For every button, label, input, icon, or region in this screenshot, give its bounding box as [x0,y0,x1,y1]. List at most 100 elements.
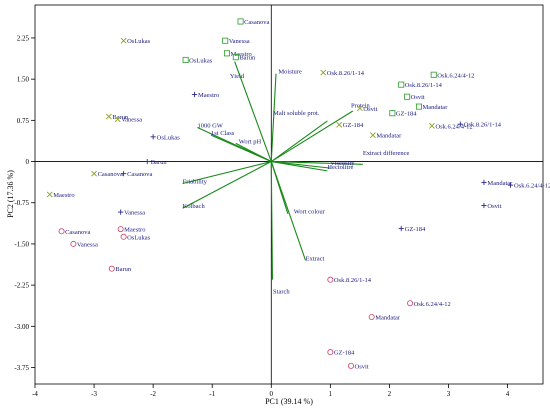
point-x-marker [369,132,376,139]
point-x-marker [105,113,112,120]
point-label: Barun [151,159,168,166]
point-label: Mandatar [487,180,513,187]
loading-label: Protein [351,103,371,110]
y-tick-label: -3.75 [14,364,29,372]
loading-vectors: Moisture Yield Malt soluble prot. Protein 10… [182,61,410,295]
loading-vector [270,73,277,162]
point-plus-marker [121,171,127,177]
point-label: OsLukas [189,57,213,64]
point-label: Vanessa [124,210,145,217]
x-tick-label: -2 [150,390,156,398]
point-x-marker [336,121,343,128]
point-label: Barun [239,55,256,62]
loading-vector [210,134,272,163]
point-square-marker [430,71,437,78]
point-plus-marker [457,121,463,127]
point-x-marker [120,37,127,44]
loading-vector [235,142,272,163]
point-label: Barun [112,114,129,121]
point-label: Osvit [411,94,425,101]
point-circle-marker [327,349,334,356]
score-points: CasanovaVanessaMaestroBarunOsLukasOsk.6.… [46,18,550,370]
point-plus-marker [191,91,198,98]
loading-label: Starch [273,288,290,295]
point-label: Mandatar [375,314,401,321]
point-plus-marker [481,202,487,209]
point-circle-marker [407,300,414,307]
plot-frame [34,4,544,385]
point-label: Maestro [198,92,219,99]
x-tick-label: 4 [506,390,510,398]
y-tick-label: 0.75 [17,117,30,125]
loading-label: 1st Class [211,130,235,137]
x-tick-label: 3 [447,390,451,398]
point-label: Osk.8.26/1-14 [334,277,372,284]
loading-label: Hectolitre [327,164,353,171]
point-label: Vanessa [121,117,142,124]
loading-vector [182,161,272,209]
loading-label: Malt soluble prot. [273,110,320,117]
point-label: Osk.6.24/4-12 [514,183,550,190]
point-label: GZ-184 [334,350,355,357]
point-square-marker [232,54,239,61]
point-label: OsLukas [157,134,181,141]
loading-vector [270,120,328,162]
loading-vector [271,160,363,165]
axis-ticks: -4 -3 -2 -1 0 1 2 3 4 2.25 1.50 0.75 0 -0.75 -1.50 -2.2… [14,34,509,398]
point-label: GZ-184 [405,226,426,233]
point-x-marker [114,116,121,123]
point-x-marker [429,122,435,129]
x-tick-label: 0 [270,390,274,398]
point-label: Mandatar [422,104,448,111]
point-square-marker [222,37,229,44]
loading-vector [270,161,274,280]
point-label: Vanessa [229,38,250,45]
y-tick-label: -1.50 [14,240,29,248]
point-plus-marker [481,179,487,186]
point-circle-marker [117,226,124,233]
point-square-marker [415,103,422,110]
point-circle-marker [348,362,355,369]
point-label: Osk.6.24/4-12 [414,301,451,308]
y-tick-label: -0.75 [14,199,29,207]
point-square-marker [404,93,411,100]
zero-lines [35,5,543,384]
point-label: Casanova [98,171,123,178]
point-label: Osk.8.26/1-14 [464,122,502,129]
point-label: Maestro [230,51,251,58]
loading-label: Kolbach [183,203,206,210]
point-plus-marker [118,209,124,215]
loading-vector [234,61,272,162]
point-label: Osk.6.24/4-12 [435,123,472,130]
point-x-marker [91,170,97,177]
point-label: Osvit [487,203,501,210]
point-label: Osvit [363,106,377,113]
y-tick-label: 1.50 [17,76,30,84]
point-circle-marker [368,313,375,320]
point-label: Casanova [244,19,269,26]
loading-label: 1000 GW [197,122,223,129]
point-label: Maestro [124,227,145,234]
point-plus-marker [150,134,156,140]
y-tick-label: 2.25 [17,34,30,42]
point-circle-marker [120,233,127,240]
y-axis-label: PC2 (17.36 %) [6,170,15,218]
loading-vector [270,161,307,261]
x-axis-label: PC1 (39.14 %) [265,397,313,406]
point-x-marker [46,191,53,198]
loading-vector [271,161,328,172]
point-label: GZ-184 [396,111,417,118]
point-x-marker [356,105,363,112]
x-tick-label: -1 [209,390,215,398]
loading-vector [182,161,272,185]
y-tick-label: -2.25 [14,282,29,290]
loading-label: Extract [306,255,325,262]
x-tick-label: -3 [91,390,97,398]
point-square-marker [389,110,396,117]
y-tick-label: -3.00 [14,323,29,331]
point-label: OsLukas [127,234,151,241]
point-square-marker [182,56,189,63]
point-label: Casanova [65,229,90,236]
point-plus-marker [144,158,150,165]
